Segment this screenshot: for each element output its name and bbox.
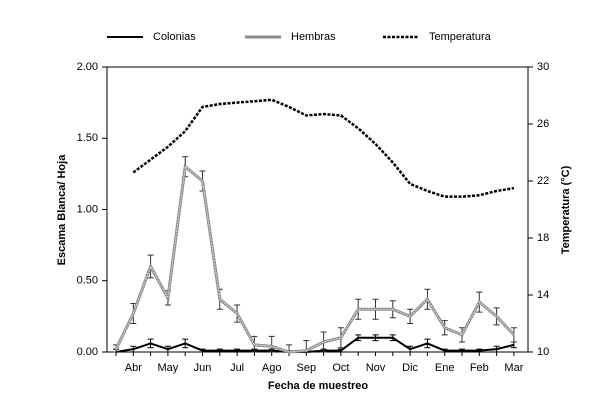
x-tick-label: Ene: [435, 362, 455, 374]
x-tick-label: Dic: [402, 362, 418, 374]
legend-label: Colonias: [153, 31, 196, 43]
legend-label: Hembras: [291, 31, 336, 43]
y-tick-label: 0.00: [77, 346, 98, 358]
y2-tick-label: 18: [537, 232, 549, 244]
y2-tick-label: 26: [537, 118, 549, 130]
x-tick-label: Ago: [262, 362, 282, 374]
x-tick-label: Oct: [332, 362, 349, 374]
x-tick-label: May: [158, 362, 179, 374]
series-line-inner: [115, 165, 515, 353]
error-bar: [268, 335, 275, 353]
x-tick-label: Jul: [230, 362, 244, 374]
x-tick-label: Nov: [366, 362, 386, 374]
legend-label: Temperatura: [429, 31, 492, 43]
x-tick-label: Mar: [504, 362, 523, 374]
y2-tick-label: 14: [537, 289, 549, 301]
y2-tick-label: 30: [537, 61, 549, 73]
series-line: [114, 163, 515, 354]
series-line: [132, 98, 515, 198]
series-line: [115, 336, 515, 353]
y-tick-label: 1.00: [77, 203, 98, 215]
y-tick-label: 0.50: [77, 275, 98, 287]
y-tick-label: 1.50: [77, 132, 98, 144]
y2-tick-label: 22: [537, 175, 549, 187]
y2-axis-label: Temperatura (°C): [560, 165, 572, 254]
x-axis-label: Fecha de muestreo: [268, 380, 369, 392]
y-axis-label: Escama Blanca/ Hoja: [56, 154, 68, 266]
x-tick-label: Jun: [194, 362, 212, 374]
plot-frame: [106, 66, 529, 353]
y2-tick-label: 10: [537, 346, 549, 358]
x-tick-label: Abr: [125, 362, 142, 374]
x-tick-label: Sep: [297, 362, 317, 374]
y-tick-label: 2.00: [77, 61, 98, 73]
x-tick-label: Feb: [470, 362, 489, 374]
